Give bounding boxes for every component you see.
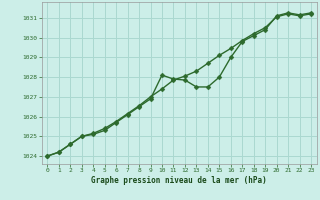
X-axis label: Graphe pression niveau de la mer (hPa): Graphe pression niveau de la mer (hPa) (91, 176, 267, 185)
